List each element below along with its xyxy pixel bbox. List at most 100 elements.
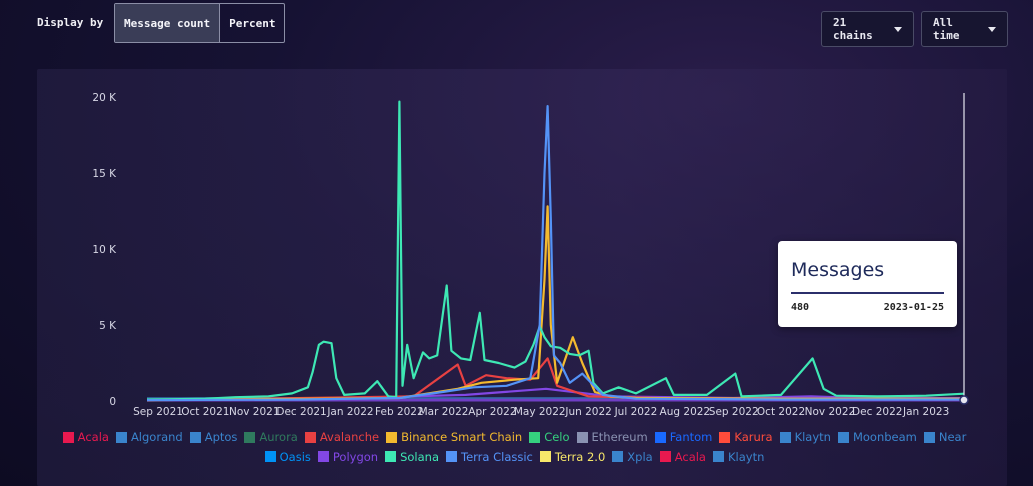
legend-item[interactable]: Algorand — [115, 428, 183, 446]
legend-item[interactable]: Klaytn — [712, 448, 765, 466]
chains-dropdown[interactable]: 21 chains — [821, 11, 914, 47]
legend-item[interactable]: Acala — [659, 448, 706, 466]
x-tick-label: Nov 2021 — [229, 406, 280, 418]
legend-swatch — [654, 431, 666, 443]
legend-item[interactable]: Terra Classic — [446, 448, 533, 466]
hover-cursor — [959, 93, 969, 405]
x-tick-label: Jul 2022 — [614, 406, 658, 418]
x-tick-label: Dec 2021 — [276, 406, 326, 418]
legend-item[interactable]: Aptos — [189, 428, 238, 446]
display-toggle: Message count Percent — [114, 3, 286, 43]
legend-item[interactable]: Klaytn — [779, 428, 831, 446]
legend-swatch — [115, 431, 127, 443]
legend-label: Moonbeam — [852, 430, 917, 444]
legend-item[interactable]: Oasis — [264, 448, 311, 466]
tooltip-date: 2023-01-25 — [883, 302, 944, 313]
x-tick-label: Sep 2022 — [709, 406, 759, 418]
legend-item[interactable]: Aurora — [244, 428, 298, 446]
message-count-toggle-button[interactable]: Message count — [115, 4, 220, 42]
legend-swatch — [837, 431, 849, 443]
time-range-dropdown[interactable]: All time — [921, 11, 1008, 47]
legend-item[interactable]: Near — [923, 428, 967, 446]
time-range-dropdown-label: All time — [933, 16, 960, 42]
legend-label: Binance Smart Chain — [401, 430, 523, 444]
legend-swatch — [529, 431, 541, 443]
top-bar: Display by Message count Percent 21 chai… — [0, 0, 1033, 60]
legend-swatch — [446, 451, 457, 462]
legend-label: Aptos — [204, 430, 238, 444]
x-tick-label: May 2022 — [514, 406, 566, 418]
series-line-solana — [146, 100, 965, 401]
chart-series — [146, 100, 965, 402]
x-tick-label: Jun 2022 — [564, 406, 611, 418]
legend-label: Aurora — [259, 430, 298, 444]
legend-swatch — [576, 431, 588, 443]
legend-item[interactable]: Ethereum — [576, 428, 648, 446]
chevron-down-icon — [988, 26, 996, 32]
chart-tooltip: Messages 480 2023-01-25 — [778, 241, 957, 327]
x-tick-label: Jan 2022 — [326, 406, 373, 418]
legend-swatch — [539, 451, 551, 462]
x-tick-label: Oct 2021 — [181, 406, 229, 418]
legend-label: Avalanche — [319, 430, 380, 444]
legend-label: Near — [938, 430, 967, 444]
chart-legend: Acala Algorand Aptos Aurora Avalanche Binance… — [40, 428, 990, 467]
legend-label: Karura — [734, 430, 773, 444]
legend-item[interactable]: Acala — [62, 428, 109, 446]
legend-swatch — [712, 451, 724, 462]
legend-item[interactable]: Xpla — [612, 448, 653, 466]
legend-label: Terra Classic — [461, 449, 533, 464]
legend-label: Klaytn — [794, 430, 831, 444]
legend-label: Polygon — [332, 449, 379, 464]
legend-swatch — [923, 431, 935, 443]
chevron-down-icon — [894, 26, 902, 32]
legend-swatch — [659, 451, 671, 462]
legend-item[interactable]: Polygon — [317, 448, 379, 466]
legend-item[interactable]: Moonbeam — [837, 428, 917, 446]
y-tick-label: 10 K — [92, 244, 117, 256]
tooltip-title: Messages — [791, 259, 885, 281]
legend-label: Oasis — [279, 449, 311, 464]
legend-swatch — [264, 451, 276, 462]
display-by-label: Display by — [37, 16, 104, 29]
y-tick-label: 20 K — [92, 92, 117, 104]
legend-item[interactable]: Celo — [529, 428, 570, 446]
legend-item[interactable]: Solana — [385, 448, 439, 466]
series-line-terra-classic — [146, 105, 964, 402]
legend-swatch — [62, 431, 74, 443]
y-axis: 0 5 K 10 K 15 K 20 K — [92, 92, 117, 408]
cursor-point — [959, 395, 969, 405]
legend-swatch — [189, 431, 201, 443]
legend-label: Algorand — [130, 430, 183, 444]
legend-label: Acala — [674, 449, 706, 464]
legend-item[interactable]: Karura — [719, 428, 773, 446]
y-tick-label: 15 K — [92, 168, 117, 180]
legend-swatch — [719, 431, 731, 443]
x-tick-label: Oct 2022 — [757, 406, 805, 418]
legend-label: Terra 2.0 — [554, 449, 606, 464]
chains-dropdown-label: 21 chains — [833, 16, 873, 42]
y-tick-label: 0 — [109, 396, 116, 408]
legend-label: Klaytn — [727, 449, 765, 464]
legend-label: Acala — [77, 430, 109, 444]
x-tick-label: Aug 2022 — [660, 406, 711, 418]
legend-label: Celo — [544, 430, 570, 444]
legend-item[interactable]: Avalanche — [304, 428, 380, 446]
x-tick-label: Sep 2021 — [133, 406, 183, 418]
y-tick-label: 5 K — [99, 320, 117, 332]
percent-toggle-button[interactable]: Percent — [219, 4, 284, 42]
legend-item[interactable]: Fantom — [654, 428, 713, 446]
legend-label: Ethereum — [591, 430, 648, 444]
legend-label: Solana — [400, 449, 439, 464]
legend-swatch — [386, 431, 398, 443]
x-tick-label: Mar 2022 — [419, 406, 469, 418]
x-tick-label: Jan 2023 — [902, 406, 949, 418]
legend-swatch — [779, 431, 791, 443]
legend-item[interactable]: Binance Smart Chain — [386, 428, 522, 446]
x-tick-label: Dec 2022 — [852, 406, 902, 418]
x-tick-label: Feb 2022 — [375, 406, 424, 418]
legend-item[interactable]: Terra 2.0 — [539, 448, 606, 466]
legend-label: Fantom — [669, 430, 713, 444]
